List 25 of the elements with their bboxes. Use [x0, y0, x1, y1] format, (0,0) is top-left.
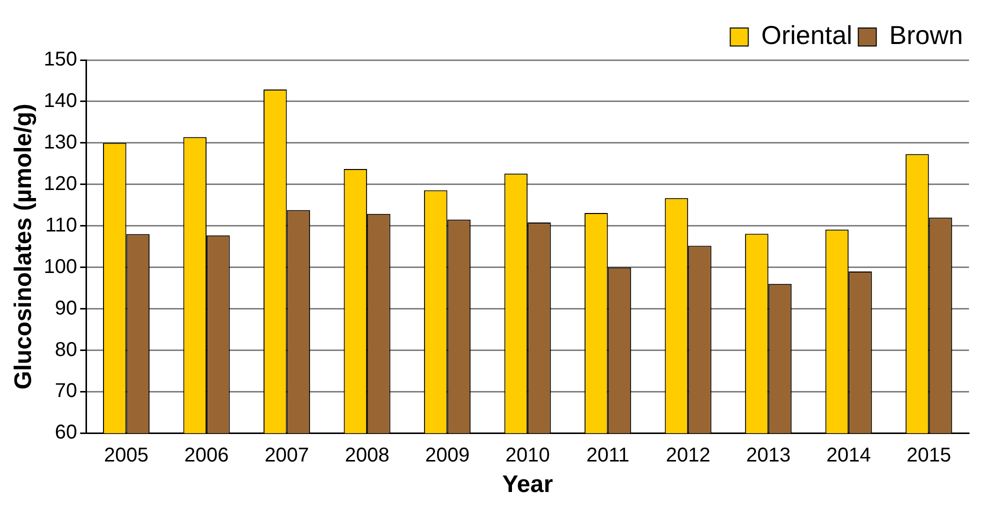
x-tick-label: 2011 — [586, 444, 630, 467]
x-tick-label: 2006 — [184, 444, 229, 467]
x-tick-label: 2014 — [826, 444, 871, 467]
x-tick-label: 2015 — [906, 444, 952, 467]
y-axis-title: Glucosinolates (µmole/g) — [10, 104, 38, 390]
legend-label: Brown — [889, 20, 964, 50]
x-tick-label: 2009 — [425, 444, 470, 467]
y-tick-label: 110 — [45, 214, 78, 236]
y-tick-label: 150 — [44, 48, 78, 71]
x-tick-label: 2008 — [344, 444, 390, 467]
x-tick-label: 2012 — [666, 444, 710, 467]
y-tick-label: 130 — [44, 131, 78, 154]
y-tick-label: 120 — [44, 172, 78, 195]
y-tick-label: 100 — [44, 256, 78, 278]
y-tick-label: 60 — [54, 422, 78, 444]
x-tick-label: 2010 — [505, 444, 550, 467]
y-tick-label: 140 — [44, 90, 78, 112]
legend-label: Oriental — [761, 20, 852, 50]
x-axis-title: Year — [502, 471, 553, 498]
y-tick-label: 90 — [54, 297, 78, 320]
x-tick-label: 2007 — [264, 444, 310, 467]
y-tick-label: 70 — [54, 380, 78, 402]
x-tick-label: 2013 — [746, 444, 791, 467]
y-tick-label: 80 — [54, 338, 78, 361]
x-tick-label: 2005 — [104, 444, 149, 467]
